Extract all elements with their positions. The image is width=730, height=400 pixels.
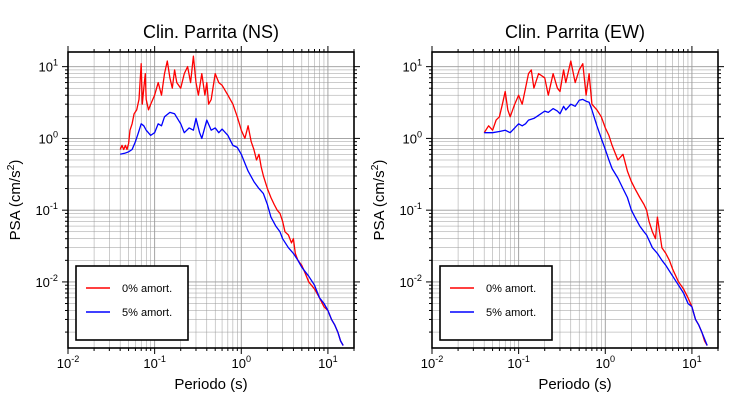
series-line-blue xyxy=(484,98,708,346)
y-tick-label: 101 xyxy=(38,58,58,75)
series-group xyxy=(483,60,708,346)
y-axis-label: PSA (cm/s2) xyxy=(5,160,24,241)
x-axis-label: Periodo (s) xyxy=(174,376,247,393)
chart-panel-2: 10-2 10-1 100 101 10-2 10-1 100 101 Clin. Parrit… xyxy=(369,22,724,393)
axis-ticks xyxy=(426,46,724,354)
series-line-blue xyxy=(120,111,344,346)
legend-label: 0% amort. xyxy=(122,283,172,295)
x-tick-label: 10-1 xyxy=(507,354,530,371)
y-tick-label: 10-2 xyxy=(399,273,422,290)
x-tick-label: 101 xyxy=(682,354,702,371)
x-tick-label: 10-2 xyxy=(421,354,444,371)
y-tick-label: 10-2 xyxy=(35,273,58,290)
x-tick-label: 10-2 xyxy=(57,354,80,371)
legend-label: 5% amort. xyxy=(122,307,172,319)
y-tick-label: 100 xyxy=(402,129,422,146)
y-axis-label: PSA (cm/s2) xyxy=(369,160,388,241)
x-tick-label: 100 xyxy=(596,354,616,371)
series-line-red xyxy=(119,55,344,346)
y-tick-label: 101 xyxy=(402,58,422,75)
y-tick-label: 10-1 xyxy=(35,201,58,218)
plot-frame xyxy=(431,51,719,349)
chart-panel-1: 10-2 10-1 100 101 10-2 10-1 100 101 Clin. Parrit… xyxy=(5,22,360,393)
x-tick-label: 10-1 xyxy=(143,354,166,371)
legend-label: 0% amort. xyxy=(486,283,536,295)
x-axis-label: Periodo (s) xyxy=(538,376,611,393)
legend: 0% amort. 5% amort. xyxy=(75,265,189,341)
y-tick-label: 10-1 xyxy=(399,201,422,218)
legend-box xyxy=(439,265,553,341)
series-line-red xyxy=(483,60,708,346)
series-group xyxy=(119,55,344,346)
legend-box xyxy=(75,265,189,341)
chart-title: Clin. Parrita (NS) xyxy=(143,22,279,42)
chart-title: Clin. Parrita (EW) xyxy=(505,22,645,42)
plot-frame xyxy=(67,51,355,349)
x-tick-label: 100 xyxy=(232,354,252,371)
y-tick-label: 100 xyxy=(38,129,58,146)
axis-ticks xyxy=(62,46,360,354)
legend: 0% amort. 5% amort. xyxy=(439,265,553,341)
legend-label: 5% amort. xyxy=(486,307,536,319)
x-tick-label: 101 xyxy=(318,354,338,371)
